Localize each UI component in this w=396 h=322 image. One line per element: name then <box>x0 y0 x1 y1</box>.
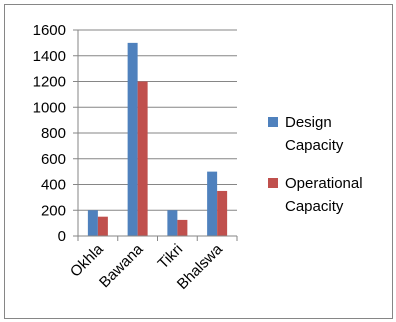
x-tick-label: Tikri <box>155 241 187 273</box>
x-tick-label: Bhalswa <box>174 240 227 293</box>
legend-swatch <box>268 117 278 127</box>
y-tick-label: 1600 <box>33 22 66 39</box>
y-tick-label: 400 <box>41 177 66 194</box>
bar-operational-bhalswa <box>217 190 228 236</box>
legend-swatch <box>268 178 278 188</box>
bar-design-tikri <box>167 210 178 236</box>
legend-label: Capacity <box>285 137 344 154</box>
bar-design-okhla <box>87 210 98 236</box>
bars <box>87 42 228 236</box>
bar-operational-okhla <box>97 216 108 236</box>
legend-label: Design <box>285 114 332 131</box>
y-tick-label: 200 <box>41 202 66 219</box>
bar-operational-bawana <box>137 81 148 236</box>
y-tick-label: 1200 <box>33 74 66 91</box>
legend-label: Capacity <box>285 198 344 215</box>
y-tick-label: 800 <box>41 125 66 142</box>
bar-operational-tikri <box>177 219 188 236</box>
chart-frame <box>4 4 393 319</box>
bar-design-bawana <box>127 42 138 236</box>
axes <box>77 30 238 241</box>
bar-design-bhalswa <box>207 171 218 236</box>
y-tick-label: 600 <box>41 151 66 168</box>
legend: Design Capacity Operational Capacity <box>268 114 363 215</box>
legend-label: Operational <box>285 175 363 192</box>
y-tick-label: 1000 <box>33 99 66 116</box>
y-tick-label: 0 <box>58 228 66 245</box>
y-tick-label: 1400 <box>33 48 66 65</box>
y-axis-ticks: 0 200 400 600 800 1000 1200 1400 1600 <box>33 22 78 245</box>
x-tick-label: Bawana <box>96 240 147 291</box>
